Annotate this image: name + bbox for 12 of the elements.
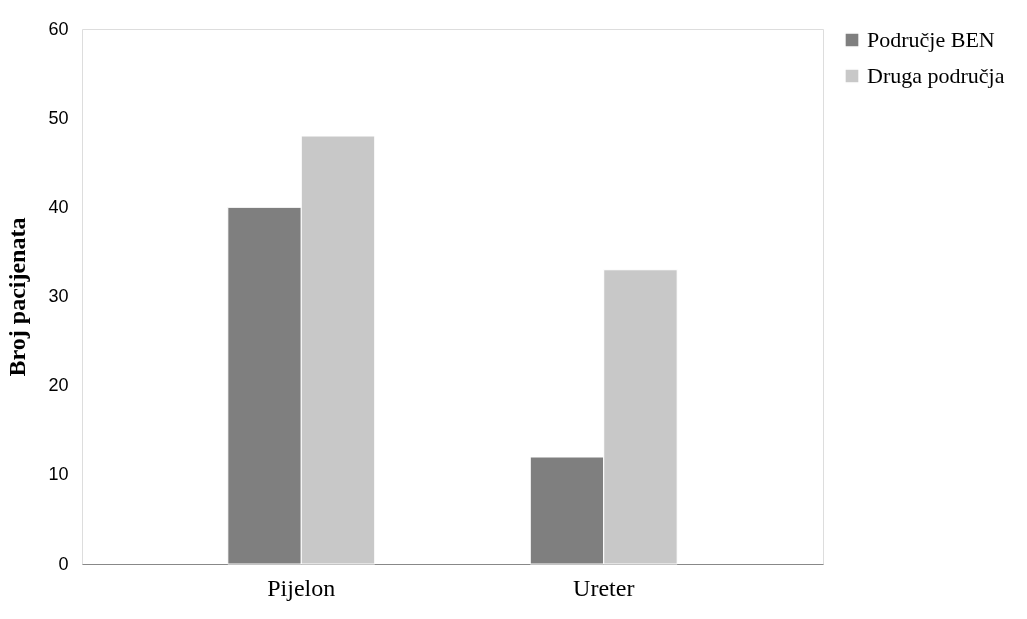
- x-tick-label: Ureter: [573, 574, 635, 601]
- y-tick-label: 50: [48, 107, 69, 128]
- y-tick-label: 10: [48, 464, 69, 485]
- y-axis-title: Broj pacijenata: [4, 217, 31, 377]
- y-tick-label: 40: [48, 196, 69, 217]
- y-tick-label: 0: [58, 553, 69, 574]
- y-tick-label: 30: [48, 286, 69, 306]
- y-tick-label: 20: [48, 375, 69, 396]
- y-tick-label: 60: [48, 18, 69, 39]
- legend-label: Područje BEN: [867, 27, 995, 52]
- legend-label: Druga područja: [867, 63, 1005, 88]
- x-tick-label: Pijelon: [267, 574, 336, 601]
